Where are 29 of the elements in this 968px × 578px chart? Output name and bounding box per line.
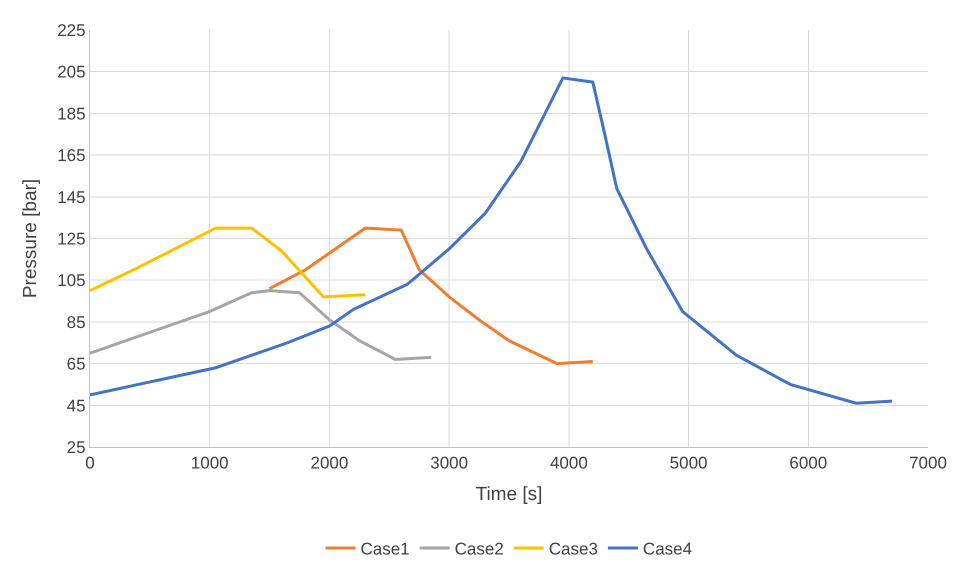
y-tick-label: 125 (57, 229, 86, 248)
line-series (90, 76, 894, 405)
legend-label: Case1 (360, 540, 410, 559)
line-series (268, 226, 594, 366)
y-axis-title: Pressure [bar] (20, 178, 42, 298)
x-tick-label: 0 (85, 453, 95, 472)
x-tick-label: 6000 (789, 453, 828, 472)
y-tick-label: 145 (57, 188, 86, 207)
y-tick-label: 225 (57, 20, 86, 40)
y-tick-label: 105 (57, 271, 86, 290)
line-series (90, 289, 433, 361)
y-tick-label: 25 (66, 438, 86, 457)
legend-label: Case3 (548, 540, 598, 559)
legend-label: Case4 (642, 540, 692, 559)
y-tick-label: 205 (57, 62, 86, 82)
line-series (90, 226, 367, 298)
x-tick-label: 4000 (550, 453, 588, 472)
y-tick-label: 65 (66, 354, 86, 374)
y-tick-label: 85 (66, 312, 86, 332)
y-tick-label: 45 (66, 396, 86, 416)
legend-label: Case2 (454, 540, 504, 559)
y-tick-label: 165 (57, 146, 86, 166)
x-tick-label: 5000 (670, 453, 708, 472)
x-tick-label: 7000 (909, 453, 947, 472)
x-axis-title: Time [s] (476, 484, 542, 506)
x-tick-label: 1000 (190, 453, 229, 472)
x-tick-label: 2000 (310, 453, 348, 472)
y-tick-label: 185 (57, 104, 86, 124)
x-tick-label: 3000 (430, 453, 468, 472)
